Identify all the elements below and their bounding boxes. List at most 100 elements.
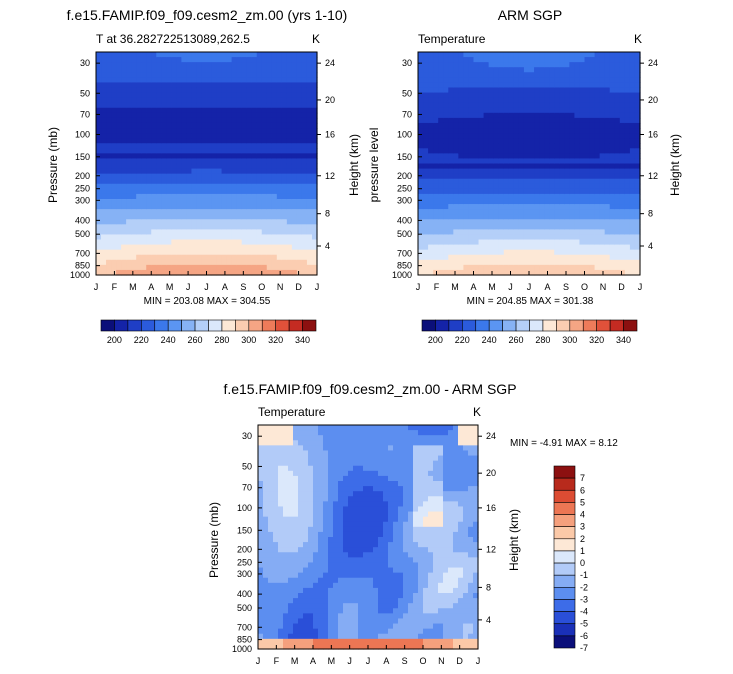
heatmap-cell [231, 254, 238, 261]
heatmap-cell [96, 219, 102, 225]
heatmap-cell [338, 613, 344, 620]
heatmap-cell [418, 62, 424, 68]
heatmap-cell [221, 249, 228, 256]
heatmap-cell [488, 198, 495, 205]
heatmap-cell [201, 148, 208, 154]
heatmap-cell [298, 430, 304, 436]
heatmap-cell [311, 122, 318, 129]
heatmap-cell [261, 62, 268, 68]
heatmap-cell [323, 450, 329, 457]
panel-obs-plot: J F M A M J J A S O N D J305070100150200250300400500… [392, 51, 658, 292]
heatmap-cell [564, 82, 570, 89]
heatmap-cell [493, 57, 500, 63]
heatmap-cell [286, 173, 293, 180]
heatmap-cell [171, 148, 177, 154]
heatmap-cell [298, 552, 304, 558]
heatmap-cell [513, 229, 520, 236]
heatmap-cell [318, 511, 324, 518]
heatmap-cell [141, 254, 147, 261]
heatmap-cell [308, 633, 314, 640]
heatmap-cell [574, 244, 581, 251]
heatmap-cell [311, 249, 318, 256]
heatmap-cell [201, 249, 208, 256]
heatmap-cell [251, 244, 258, 251]
heatmap-cell [101, 229, 107, 236]
heatmap-cell [503, 77, 510, 84]
heatmap-cell [263, 643, 269, 650]
heatmap-cell [323, 638, 329, 645]
heatmap-cell [263, 496, 269, 502]
heatmap-cell [564, 158, 570, 165]
heatmap-cell [529, 72, 535, 78]
heatmap-cell [323, 633, 329, 640]
heatmap-cell [498, 204, 505, 210]
heatmap-cell [308, 445, 314, 452]
colorbar-label: 340 [616, 335, 631, 345]
heatmap-cell [433, 259, 439, 266]
heatmap-cell [273, 542, 279, 548]
heatmap-cell [306, 133, 313, 139]
heatmap-cell [589, 97, 596, 104]
heatmap-cell [271, 62, 278, 68]
heatmap-cell [181, 254, 188, 261]
heatmap-cell [136, 72, 142, 78]
heatmap-cell [156, 97, 162, 104]
heatmap-cell [559, 193, 565, 200]
heatmap-cell [116, 214, 122, 220]
heatmap-cell [266, 264, 273, 271]
heatmap-cell [236, 168, 243, 175]
heatmap-cell [579, 193, 586, 200]
heatmap-cell [201, 198, 208, 205]
heatmap-cell [483, 234, 490, 241]
heatmap-cell [296, 122, 303, 129]
heatmap-cell [273, 516, 279, 523]
heatmap-cell [171, 198, 177, 205]
heatmap-cell [231, 82, 238, 89]
heatmap-cell [493, 264, 500, 271]
heatmap-cell [301, 67, 308, 73]
heatmap-cell [181, 117, 188, 124]
heatmap-cell [96, 239, 102, 246]
heatmap-cell [283, 587, 289, 594]
heatmap-cell [358, 633, 364, 640]
heatmap-cell [348, 526, 354, 533]
heatmap-cell [619, 87, 626, 94]
heatmap-cell [544, 138, 550, 144]
heatmap-cell [286, 82, 293, 89]
heatmap-cell [191, 143, 198, 149]
heatmap-cell [161, 153, 167, 160]
heatmap-cell [614, 67, 621, 73]
heatmap-cell [201, 153, 208, 160]
heatmap-cell [258, 496, 264, 502]
heatmap-cell [136, 234, 142, 241]
heatmap-cell [298, 465, 304, 472]
heatmap-cell [226, 133, 233, 139]
heatmap-cell [111, 128, 117, 134]
heatmap-cell [458, 92, 465, 99]
heatmap-cell [308, 506, 314, 513]
heatmap-cell [151, 163, 157, 170]
heatmap-cell [121, 239, 127, 246]
heatmap-cell [303, 633, 309, 640]
heatmap-cell [493, 107, 500, 114]
y-tick-label: 70 [80, 109, 90, 119]
heatmap-cell [348, 638, 354, 645]
heatmap-cell [589, 219, 596, 225]
heatmap-cell [594, 112, 601, 119]
colorbar-swatch [235, 319, 250, 332]
heatmap-cell [261, 122, 268, 129]
heatmap-cell [328, 638, 334, 645]
heatmap-cell [518, 183, 525, 190]
heatmap-cell [358, 577, 364, 584]
heatmap-cell [433, 67, 439, 73]
heatmap-cell [298, 593, 304, 599]
heatmap-cell [206, 148, 213, 154]
heatmap-cell [263, 501, 269, 508]
heatmap-cell [96, 188, 102, 195]
heatmap-cell [313, 593, 319, 599]
heatmap-cell [191, 168, 198, 175]
heatmap-cell [569, 87, 576, 94]
heatmap-cell [609, 204, 616, 210]
heatmap-cell [101, 254, 107, 261]
heatmap-cell [286, 153, 293, 160]
